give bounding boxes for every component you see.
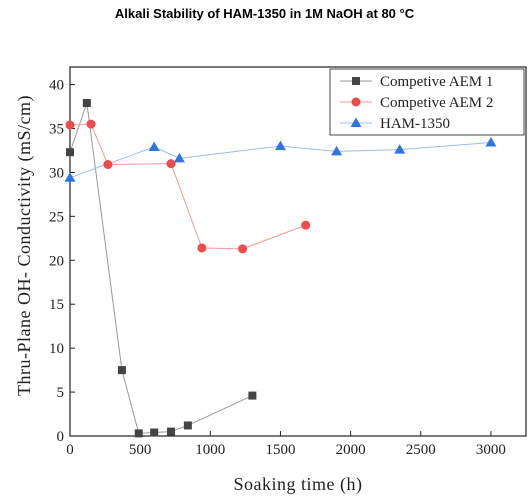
y-tick-label: 5 [57, 385, 65, 401]
legend-label: HAM-1350 [380, 116, 450, 132]
data-point-series-3 [148, 141, 160, 151]
y-tick-label: 15 [49, 297, 64, 313]
chart-title: Alkali Stability of HAM-1350 in 1M NaOH … [114, 6, 415, 21]
y-tick-label: 40 [49, 78, 64, 94]
y-tick-label: 25 [49, 209, 64, 225]
data-point-series-3 [64, 172, 76, 182]
y-tick-label: 0 [57, 429, 65, 445]
series-lines [69, 102, 491, 434]
legend-marker [351, 97, 361, 107]
data-point-series-3 [274, 140, 286, 151]
y-tick-label: 20 [49, 253, 64, 269]
data-point-series-2 [86, 119, 96, 129]
data-point-series-1 [82, 99, 91, 108]
legend-marker [352, 77, 360, 85]
data-point-series-2 [197, 243, 207, 253]
x-tick-label: 500 [129, 442, 152, 458]
data-point-series-1 [66, 148, 74, 157]
legend: Competive AEM 1 Competive AEM 2 HAM-1350 [329, 68, 525, 136]
legend-marker [350, 117, 362, 127]
y-tick-label: 30 [49, 165, 64, 181]
series-markers [64, 99, 497, 438]
x-tick-label: 2500 [406, 442, 436, 458]
data-point-series-3 [173, 152, 185, 163]
y-tick-label: 35 [49, 122, 64, 138]
data-point-series-2 [65, 120, 75, 130]
x-tick-label: 2000 [336, 442, 366, 458]
data-point-series-1 [134, 429, 143, 438]
data-point-series-3 [331, 145, 343, 156]
plot-frame [69, 66, 527, 437]
data-point-series-2 [238, 244, 248, 254]
y-tick-label: 10 [49, 341, 64, 357]
legend-label: Competive AEM 1 [380, 74, 493, 90]
data-point-series-1 [183, 421, 192, 430]
x-tick-label: 3000 [476, 442, 506, 458]
axes: 0 500 1000 1500 2000 2500 3000 0 5 10 15 20 25 30 35 40 [49, 66, 527, 458]
data-point-series-1 [117, 366, 126, 375]
x-tick-label: 1000 [195, 442, 225, 458]
x-axis-label: Soaking time (h) [234, 474, 363, 495]
series-line-2 [69, 123, 306, 250]
legend-label: Competive AEM 2 [380, 95, 493, 111]
data-point-series-2 [166, 159, 176, 169]
data-point-series-1 [248, 391, 257, 400]
data-point-series-2 [301, 220, 311, 230]
data-point-series-1 [167, 427, 176, 436]
data-point-series-1 [150, 428, 159, 437]
data-point-series-3 [394, 144, 406, 154]
x-tick-label: 1500 [265, 442, 295, 458]
data-point-series-2 [103, 160, 113, 170]
data-point-series-3 [485, 137, 497, 147]
y-axis-label: Thru-Plane OH- Conductivity (mS/cm) [14, 95, 35, 396]
x-tick-label: 0 [66, 442, 74, 458]
